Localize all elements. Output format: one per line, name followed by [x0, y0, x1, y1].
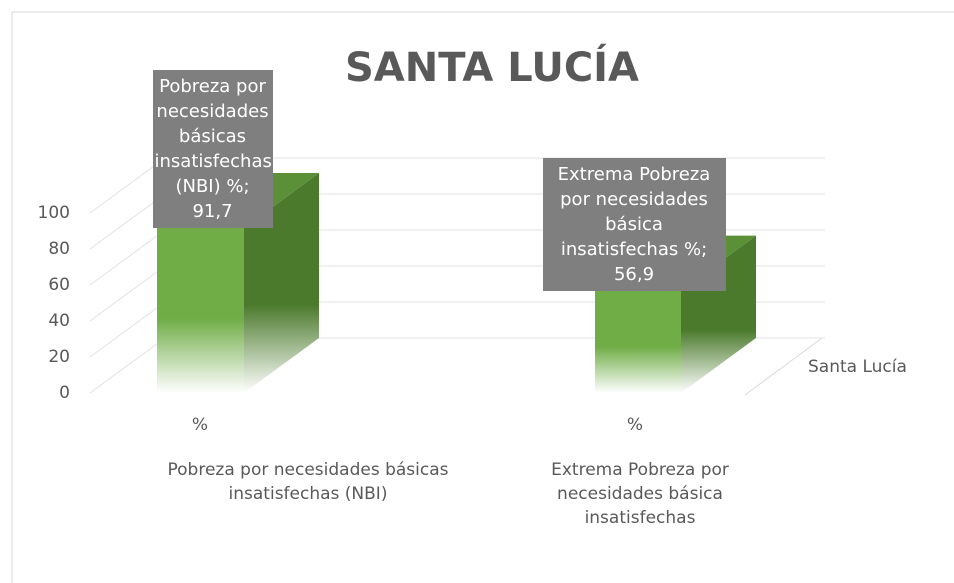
series-label: Santa Lucía: [808, 357, 907, 377]
chart-title: SANTA LUCÍA: [345, 43, 639, 91]
y-tick-label: 100: [38, 203, 70, 223]
y-tick-label: 60: [48, 275, 70, 295]
y-tick-label: 20: [48, 347, 70, 367]
bar: [157, 227, 244, 393]
x-tick-label: %: [627, 415, 643, 435]
y-tick-label: 40: [48, 311, 70, 331]
bar-side: [244, 172, 319, 393]
data-label: Pobreza por necesidades básicas insatisf…: [152, 69, 273, 228]
depth-axis: [744, 337, 823, 396]
group-label: Extrema Pobreza por necesidades básica i…: [551, 460, 729, 528]
group-label: Pobreza por necesidades básicas insatisf…: [167, 460, 449, 504]
y-tick-label: 0: [59, 383, 70, 403]
data-label: Extrema Pobreza por necesidades básica i…: [542, 157, 726, 291]
chart-border: [11, 11, 954, 583]
bar: [595, 290, 681, 393]
y-tick-label: 80: [48, 239, 70, 259]
x-tick-label: %: [192, 415, 208, 435]
bar-side: [681, 235, 756, 393]
